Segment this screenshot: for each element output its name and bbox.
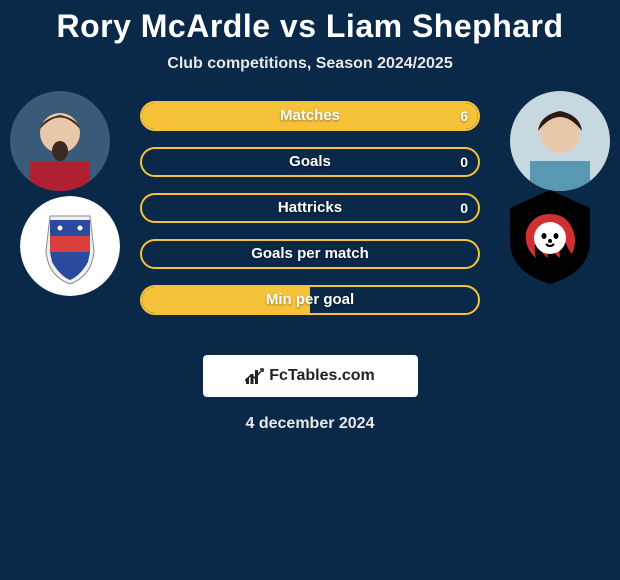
page-title: Rory McArdle vs Liam Shephard xyxy=(0,0,620,45)
bar-label: Hattricks xyxy=(142,195,478,221)
player1-face-icon xyxy=(10,91,110,191)
player1-avatar xyxy=(10,91,110,191)
bar-label: Goals per match xyxy=(142,241,478,267)
date-text: 4 december 2024 xyxy=(0,415,620,433)
club1-crest-icon xyxy=(20,196,120,296)
bar-label: Matches xyxy=(142,103,478,129)
stat-bar: Min per goal xyxy=(140,285,480,315)
subtitle: Club competitions, Season 2024/2025 xyxy=(0,55,620,73)
player2-face-icon xyxy=(510,91,610,191)
bar-value-right: 0 xyxy=(460,149,468,175)
stat-bar: Matches6 xyxy=(140,101,480,131)
club2-crest xyxy=(500,186,600,286)
stat-bar: Goals per match xyxy=(140,239,480,269)
bar-chart-icon xyxy=(245,367,265,385)
bar-label: Goals xyxy=(142,149,478,175)
stat-bars: Matches6Goals0Hattricks0Goals per matchM… xyxy=(140,101,480,331)
club2-crest-icon xyxy=(500,186,600,286)
player2-avatar xyxy=(510,91,610,191)
brand-text: FcTables.com xyxy=(269,367,375,385)
bar-label: Min per goal xyxy=(142,287,478,313)
stat-bar: Hattricks0 xyxy=(140,193,480,223)
brand-box: FcTables.com xyxy=(203,355,418,397)
comparison-area: Matches6Goals0Hattricks0Goals per matchM… xyxy=(0,101,620,341)
bar-value-right: 6 xyxy=(460,103,468,129)
stat-bar: Goals0 xyxy=(140,147,480,177)
club1-crest xyxy=(20,196,120,296)
bar-value-right: 0 xyxy=(460,195,468,221)
